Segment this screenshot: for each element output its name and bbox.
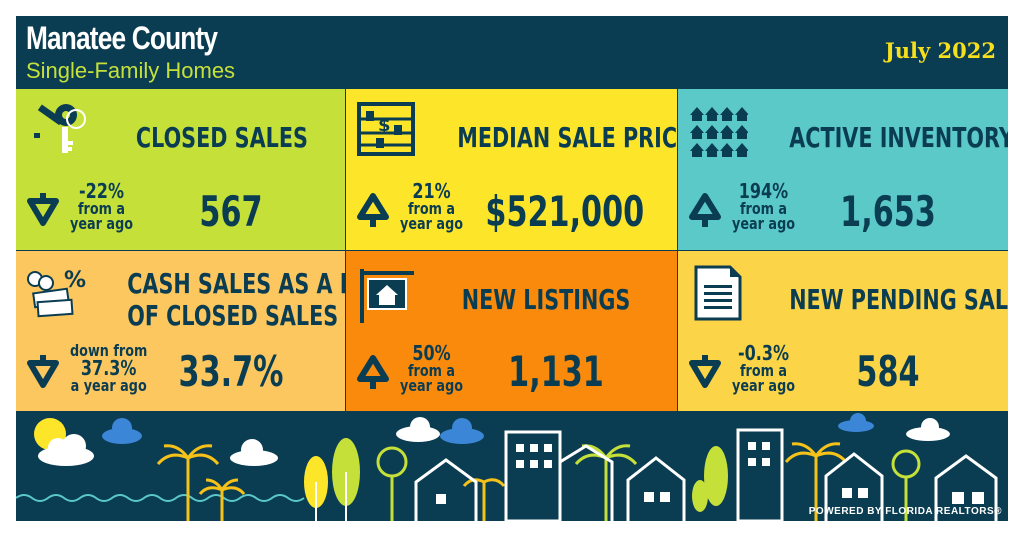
arrow-down-icon — [27, 193, 59, 226]
tile-new-pending-sales: NEW PENDING SALES -0.3% from a year ago … — [678, 251, 1008, 411]
change-percent: -0.3% — [738, 341, 790, 365]
tile-value: $521,000 — [485, 187, 645, 236]
change-text: down from 37.3% a year ago — [70, 341, 148, 395]
change-percent: 194% — [738, 179, 789, 203]
change-percent: 21% — [412, 179, 451, 203]
change-from: from a — [739, 199, 788, 218]
change-year-ago: year ago — [732, 376, 796, 395]
infographic-frame: Manatee County Single-Family Homes July … — [16, 16, 1008, 521]
svg-text:$: $ — [378, 115, 391, 136]
arrow-up-icon — [357, 355, 389, 389]
change-year-ago: year ago — [400, 214, 464, 233]
document-icon — [694, 265, 742, 321]
change-percent: -22% — [79, 179, 124, 203]
arrow-down-icon — [689, 355, 721, 388]
skyline-illustration: POWERED BY FLORIDA REALTORS® — [16, 412, 1008, 521]
tile-value: 33.7% — [178, 347, 284, 396]
change-text: -0.3% from a year ago — [732, 341, 796, 395]
header: Manatee County Single-Family Homes July … — [16, 16, 1008, 88]
change-year-ago: a year ago — [70, 376, 147, 395]
change-text: 194% from a year ago — [732, 179, 796, 233]
change-text: -22% from a year ago — [70, 179, 134, 233]
change-text: 50% from a year ago — [400, 341, 464, 395]
svg-text:%: % — [64, 268, 86, 293]
change-down-from: down from — [70, 341, 148, 360]
tile-value: 1,131 — [508, 347, 604, 396]
tile-value: 584 — [856, 347, 920, 396]
tile-label: NEW LISTINGS — [461, 283, 631, 316]
arrow-up-icon — [357, 193, 389, 227]
change-from: from a — [739, 361, 788, 380]
for-sale-sign-icon — [360, 269, 414, 323]
page-subtitle: Single-Family Homes — [26, 58, 236, 83]
change-percent: 50% — [412, 341, 451, 365]
change-year-ago: year ago — [732, 214, 796, 233]
tile-label: CASH SALES AS A PCT. — [127, 267, 345, 300]
tile-label: ACTIVE INVENTORY — [789, 121, 1008, 154]
tile-label: MEDIAN SALE PRICE — [457, 121, 677, 154]
tile-label-line-2: OF CLOSED SALES — [127, 299, 339, 332]
report-date: July 2022 — [884, 38, 996, 63]
page-title: Manatee County — [26, 20, 218, 56]
stats-grid: CLOSED SALES -22% from a year ago 567 — [16, 89, 1008, 411]
change-year-ago: year ago — [400, 376, 464, 395]
arrow-down-icon — [27, 355, 59, 388]
tile-label: NEW PENDING SALES — [789, 283, 1008, 316]
tile-cash-sales: % CASH SALES AS A PCT. OF CLOSED SALES d… — [16, 251, 345, 411]
tile-new-listings: NEW LISTINGS 50% from a year ago 1,131 — [346, 251, 677, 411]
tile-value: 1,653 — [840, 187, 936, 236]
abacus-icon: $ — [357, 102, 415, 156]
tile-active-inventory: ACTIVE INVENTORY 194% from a year ago 1,… — [678, 89, 1008, 250]
change-text: 21% from a year ago — [400, 179, 464, 233]
houses-icon — [690, 107, 748, 157]
change-from: from a — [77, 199, 126, 218]
cash-icon: % — [27, 268, 86, 318]
change-percent: 37.3% — [80, 356, 137, 380]
skyline-scene-icon — [16, 413, 998, 521]
change-from: from a — [407, 361, 456, 380]
change-from: from a — [407, 199, 456, 218]
tile-median-sale-price: $ MEDIAN SALE PRICE 21% from a year ago … — [346, 89, 677, 250]
tile-label: CLOSED SALES — [135, 121, 308, 154]
tile-closed-sales: CLOSED SALES -22% from a year ago 567 — [16, 89, 345, 250]
arrow-up-icon — [689, 193, 721, 227]
keys-icon — [34, 104, 86, 153]
powered-by-text: POWERED BY FLORIDA REALTORS® — [808, 506, 1002, 517]
tile-value: 567 — [199, 187, 263, 236]
change-year-ago: year ago — [70, 214, 134, 233]
